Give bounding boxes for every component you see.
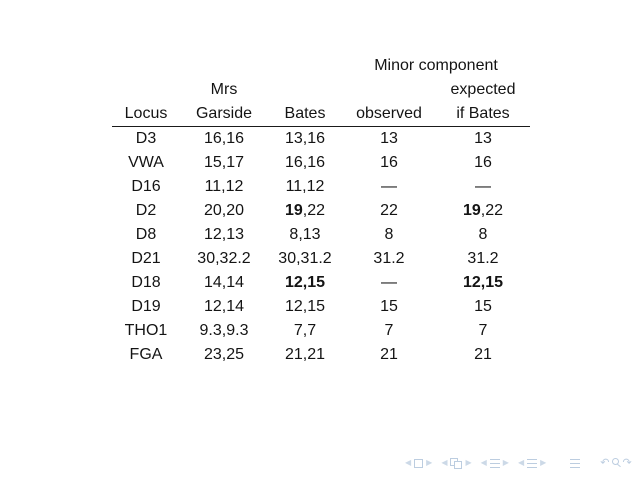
header-spacer (342, 78, 436, 102)
col-header-expected: expected (450, 81, 516, 98)
nav-section-prev-icon[interactable]: ◀ (517, 458, 525, 467)
table-row: D18 14,14 12,15 — 12,15 (112, 271, 530, 295)
cell-locus: THO1 (124, 322, 168, 339)
table-row: D3 16,16 13,16 13 13 (112, 127, 530, 152)
col-header-bates: Bates (268, 102, 342, 127)
cell-locus: D18 (131, 274, 161, 291)
nav-frame-prev-icon[interactable]: ◀ (441, 458, 448, 467)
cell-mrs-garside: 15,17 (203, 154, 245, 171)
nav-frame-icon[interactable] (450, 457, 463, 469)
cell-mrs-garside: 9.3,9.3 (199, 322, 249, 339)
header-spacer (112, 78, 180, 102)
cell-expected: 16 (474, 154, 492, 171)
cell-mrs-garside: 30,32.2 (197, 250, 251, 267)
table-row: D21 30,32.2 30,31.2 31.2 31.2 (112, 247, 530, 271)
cell-bates: 12,15 (284, 298, 326, 315)
table-row: VWA 15,17 16,16 16 16 (112, 151, 530, 175)
cell-bates: 7,7 (293, 322, 317, 339)
header-row-upper: Mrs expected (112, 78, 530, 102)
cell-locus: D21 (131, 250, 161, 267)
table-row: D2 20,20 19,22 22 19,22 (112, 199, 530, 223)
cell-expected: 7 (478, 322, 488, 339)
cell-mrs-garside: 23,25 (203, 346, 245, 363)
cell-expected: 21 (474, 346, 492, 363)
cell-mrs-garside: 12,13 (203, 226, 245, 243)
cell-expected: — (475, 178, 491, 195)
cell-locus: VWA (128, 154, 164, 171)
header-row-main: Locus Garside Bates observed if Bates (112, 102, 530, 127)
cell-bates: 16,16 (284, 154, 326, 171)
cell-locus: D2 (135, 202, 157, 219)
table-row: D8 12,13 8,13 8 8 (112, 223, 530, 247)
nav-appendix-icon[interactable] (570, 458, 581, 468)
cell-bates: 12,15 (284, 274, 326, 291)
nav-frame-next-icon[interactable]: ▶ (465, 458, 472, 467)
cell-observed: 13 (380, 130, 398, 147)
col-header-if-bates: if Bates (436, 102, 530, 127)
nav-slide-next-icon[interactable]: ▶ (426, 458, 433, 467)
group-header-minor-component: Minor component (374, 57, 498, 74)
genotype-comparison-table: Minor component Mrs expected Locus Garsi… (112, 54, 530, 367)
nav-section-icon[interactable] (527, 458, 538, 468)
cell-observed: 31.2 (373, 250, 405, 267)
col-header-mrs: Mrs (210, 81, 238, 98)
cell-mrs-garside: 14,14 (203, 274, 245, 291)
cell-mrs-garside: 12,14 (203, 298, 245, 315)
col-header-observed: observed (342, 102, 436, 127)
cell-observed: 22 (380, 202, 398, 219)
cell-observed: 8 (384, 226, 394, 243)
cell-observed: 7 (384, 322, 394, 339)
beamer-navigation-bar: ◀ ▶ ◀ ▶ ◀ ▶ ◀ ▶ ↶ ↷ (405, 456, 632, 470)
cell-mrs-garside: 16,16 (203, 130, 245, 147)
cell-locus: D3 (135, 130, 157, 147)
cell-expected: 19,22 (462, 202, 504, 219)
cell-observed: 16 (380, 154, 398, 171)
cell-bates: 8,13 (289, 226, 321, 243)
cell-mrs-garside: 20,20 (203, 202, 245, 219)
col-header-locus: Locus (112, 102, 180, 127)
nav-slide-icon[interactable] (414, 458, 424, 468)
cell-expected: 13 (474, 130, 492, 147)
nav-section-next-icon[interactable]: ▶ (540, 458, 547, 467)
cell-expected: 15 (474, 298, 492, 315)
cell-mrs-garside: 11,12 (204, 178, 244, 195)
cell-locus: D8 (135, 226, 157, 243)
cell-bates: 19,22 (284, 202, 326, 219)
table-row: THO1 9.3,9.3 7,7 7 7 (112, 319, 530, 343)
nav-forward-icon[interactable]: ↷ (622, 456, 632, 469)
table-row: D16 11,12 11,12 — — (112, 175, 530, 199)
cell-bates: 21,21 (284, 346, 326, 363)
nav-back-icon[interactable]: ↶ (600, 456, 610, 469)
cell-observed: 15 (380, 298, 398, 315)
nav-slide-prev-icon[interactable]: ◀ (405, 458, 412, 467)
cell-expected: 31.2 (467, 250, 499, 267)
header-spacer (112, 54, 342, 78)
table-row: D19 12,14 12,15 15 15 (112, 295, 530, 319)
cell-observed: 21 (380, 346, 398, 363)
cell-observed: — (381, 274, 397, 291)
header-spacer (268, 78, 342, 102)
table-row: FGA 23,25 21,21 21 21 (112, 343, 530, 367)
nav-subsection-icon[interactable] (489, 458, 500, 468)
cell-locus: D16 (131, 178, 161, 195)
cell-bates: 13,16 (284, 130, 326, 147)
cell-locus: FGA (129, 346, 163, 363)
nav-subsection-prev-icon[interactable]: ◀ (480, 458, 487, 467)
cell-observed: — (381, 178, 397, 195)
cell-bates: 11,12 (285, 178, 325, 195)
col-header-garside: Garside (180, 102, 268, 127)
cell-expected: 8 (478, 226, 488, 243)
cell-locus: D19 (131, 298, 161, 315)
cell-bates: 30,31.2 (278, 250, 332, 267)
header-row-group: Minor component (112, 54, 530, 78)
cell-expected: 12,15 (462, 274, 504, 291)
nav-subsection-next-icon[interactable]: ▶ (502, 458, 509, 467)
nav-search-icon[interactable] (612, 458, 620, 465)
